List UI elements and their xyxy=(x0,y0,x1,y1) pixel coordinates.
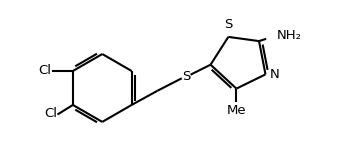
Text: NH₂: NH₂ xyxy=(277,29,302,42)
Text: Cl: Cl xyxy=(44,107,57,120)
Text: Me: Me xyxy=(226,104,246,117)
Text: Cl: Cl xyxy=(38,65,51,77)
Text: S: S xyxy=(182,70,190,83)
Text: N: N xyxy=(270,68,279,81)
Text: S: S xyxy=(224,18,232,31)
